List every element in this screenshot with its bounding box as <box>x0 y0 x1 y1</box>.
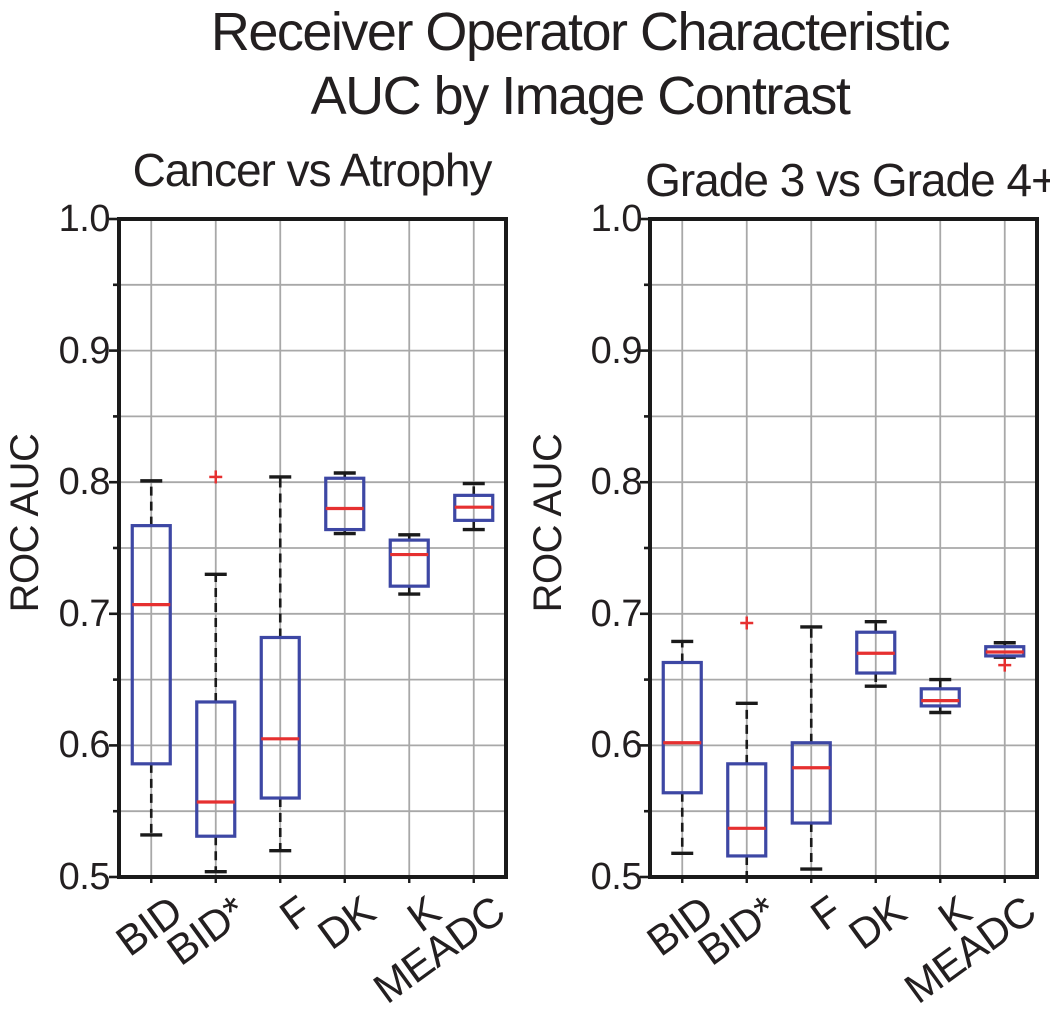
y-tick-label: 0.7 <box>590 592 643 635</box>
outlier-marker <box>998 658 1012 672</box>
box-bid <box>661 639 703 856</box>
y-tick-label: 0.9 <box>590 329 643 372</box>
panel-title-left: Cancer vs Atrophy <box>132 144 493 196</box>
panel-title-right: Grade 3 vs Grade 4+ <box>645 154 1050 206</box>
y-tick-label: 0.8 <box>590 461 643 504</box>
box-bid <box>130 479 172 837</box>
y-tick-label: 1.0 <box>58 198 111 240</box>
box-f <box>259 475 301 853</box>
y-tick-label: 0.7 <box>58 592 111 635</box>
figure-title-line2: AUC by Image Contrast <box>310 66 851 126</box>
figure-title: Receiver Operator Characteristic AUC by … <box>110 0 1050 128</box>
outlier-marker <box>209 470 223 484</box>
outlier-marker <box>740 616 754 630</box>
x-tick-label-meadc: MEADC <box>895 886 1044 1013</box>
y-tick-label: 0.8 <box>58 461 111 504</box>
y-tick-label: 1.0 <box>590 198 643 240</box>
y-tick-label: 0.6 <box>58 724 111 767</box>
y-tick-label: 0.6 <box>590 724 643 767</box>
figure-title-line1: Receiver Operator Characteristic <box>210 2 951 62</box>
x-tick-label-bid-star: BID* <box>689 886 786 975</box>
y-tick-label: 0.9 <box>58 329 111 372</box>
box-k <box>388 533 430 596</box>
box-k <box>919 677 961 715</box>
boxplot-grade3-vs-grade4plus <box>640 217 1039 883</box>
x-tick-label-f: F <box>802 886 851 940</box>
box-meadc <box>453 481 495 532</box>
plot-frame <box>648 217 1039 879</box>
plot-frame <box>117 217 508 879</box>
x-tick-label-dk: DK <box>840 886 915 959</box>
y-tick-label: 0.5 <box>590 856 643 898</box>
box-f <box>790 625 832 871</box>
box-dk <box>324 471 366 536</box>
box-bid-star <box>195 470 237 874</box>
box-dk <box>855 619 897 688</box>
y-tick-label: 0.5 <box>58 856 111 898</box>
box-meadc <box>984 641 1026 672</box>
boxplot-cancer-vs-atrophy <box>109 217 508 883</box>
